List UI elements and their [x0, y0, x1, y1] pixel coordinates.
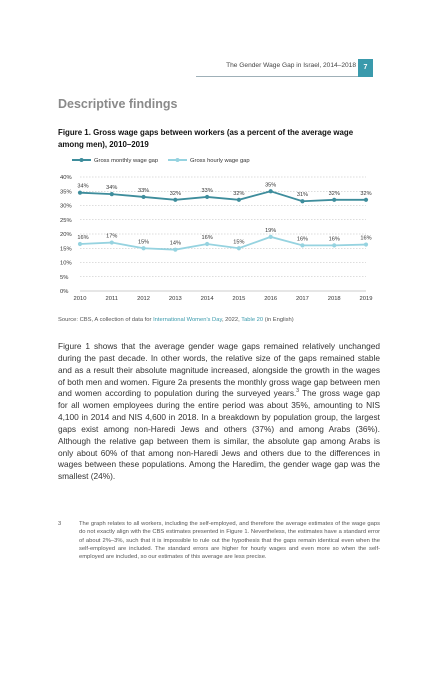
x-tick-label: 2018: [328, 296, 341, 302]
data-label: 16%: [329, 236, 340, 242]
data-point: [332, 243, 337, 248]
chart-svg: 0% 5% 10% 15% 20% 25% 30% 35% 40% 2010 2011 2012 201…: [60, 158, 373, 302]
y-tick-label: 30%: [60, 204, 72, 210]
body-text-part1: Figure 1 shows that the average gender w…: [58, 341, 380, 399]
data-label: 35%: [265, 182, 276, 188]
x-tick-label: 2014: [201, 296, 215, 302]
data-point: [363, 242, 369, 247]
data-label: 16%: [360, 236, 371, 242]
y-tick-label: 40%: [60, 175, 72, 181]
data-label: 32%: [233, 191, 244, 197]
page-number: 7: [358, 59, 373, 77]
data-point: [205, 194, 210, 200]
running-header: The Gender Wage Gap in Israel, 2014–2018…: [0, 59, 440, 77]
legend-label: Gross monthly wage gap: [94, 158, 158, 164]
data-point: [109, 192, 114, 197]
x-tick-label: 2016: [264, 296, 277, 302]
footnote-number: 3: [58, 521, 62, 527]
data-label: 32%: [360, 191, 371, 197]
section-heading: Descriptive findings: [58, 97, 178, 111]
data-label: 33%: [138, 188, 149, 194]
data-point: [173, 247, 178, 252]
x-tick-label: 2019: [360, 296, 373, 302]
data-label: 19%: [265, 228, 276, 234]
y-tick-label: 0%: [60, 289, 68, 295]
body-text-part2: The gross wage gap for all women employe…: [58, 388, 380, 482]
data-point: [141, 194, 146, 200]
data-label: 16%: [77, 235, 88, 241]
data-label: 16%: [297, 236, 308, 242]
data-point: [236, 197, 241, 202]
source-link-womens-day[interactable]: International Women's Day: [153, 317, 222, 323]
data-point: [77, 241, 83, 247]
data-point: [141, 246, 146, 251]
data-point: [363, 197, 369, 202]
data-point: [77, 190, 83, 195]
data-label: 34%: [77, 184, 88, 190]
line-chart: 0% 5% 10% 15% 20% 25% 30% 35% 40% 2010 2011 2012 201…: [58, 152, 378, 308]
x-tick-label: 2017: [296, 296, 309, 302]
figure-title: Figure 1. Gross wage gaps between worker…: [58, 128, 354, 149]
data-label: 15%: [233, 239, 244, 245]
data-label: 32%: [329, 191, 340, 197]
footnote: 3 The graph relates to all workers, incl…: [58, 520, 380, 561]
y-tick-label: 20%: [60, 232, 72, 238]
running-title: The Gender Wage Gap in Israel, 2014–2018: [226, 62, 356, 69]
y-tick-label: 5%: [60, 275, 68, 281]
data-point: [109, 240, 114, 245]
data-label: 16%: [202, 235, 213, 241]
data-label: 15%: [138, 239, 149, 245]
source-line: Source: CBS, A collection of data for In…: [58, 317, 294, 323]
x-tick-label: 2013: [169, 296, 182, 302]
data-point: [205, 241, 210, 247]
x-tick-label: 2012: [137, 296, 150, 302]
series-line: [79, 235, 367, 251]
x-tick-label: 2010: [74, 296, 87, 302]
legend-label: Gross hourly wage gap: [190, 158, 250, 164]
data-point: [268, 234, 273, 239]
data-label: 14%: [170, 241, 181, 247]
legend-swatch-marker: [175, 158, 180, 162]
y-tick-label: 10%: [60, 261, 72, 267]
source-link-table[interactable]: Table 20: [241, 317, 264, 323]
data-point: [173, 197, 178, 202]
data-point: [300, 243, 305, 248]
data-label: 32%: [170, 191, 181, 197]
data-point: [268, 189, 273, 194]
y-tick-label: 15%: [60, 246, 72, 252]
header-rule: [196, 76, 358, 77]
data-point: [236, 246, 241, 251]
source-middle: , 2022,: [221, 317, 242, 323]
source-suffix: (in English): [263, 317, 294, 323]
body-paragraph: Figure 1 shows that the average gender w…: [58, 341, 380, 483]
footnote-text: The graph relates to all workers, includ…: [79, 521, 380, 561]
legend-swatch-marker: [79, 158, 84, 162]
source-prefix: Source: CBS, A collection of data for: [58, 317, 154, 323]
data-label: 34%: [106, 185, 117, 191]
x-tick-label: 2011: [106, 296, 118, 302]
data-label: 17%: [106, 234, 117, 240]
y-tick-label: 25%: [60, 218, 72, 224]
data-point: [332, 197, 337, 202]
data-point: [300, 199, 305, 204]
footnote-reference[interactable]: 3: [296, 388, 300, 395]
data-label: 33%: [202, 188, 213, 194]
y-tick-label: 35%: [60, 189, 72, 195]
x-tick-label: 2015: [232, 296, 245, 302]
series-line: [79, 190, 366, 203]
data-label: 31%: [297, 192, 308, 198]
